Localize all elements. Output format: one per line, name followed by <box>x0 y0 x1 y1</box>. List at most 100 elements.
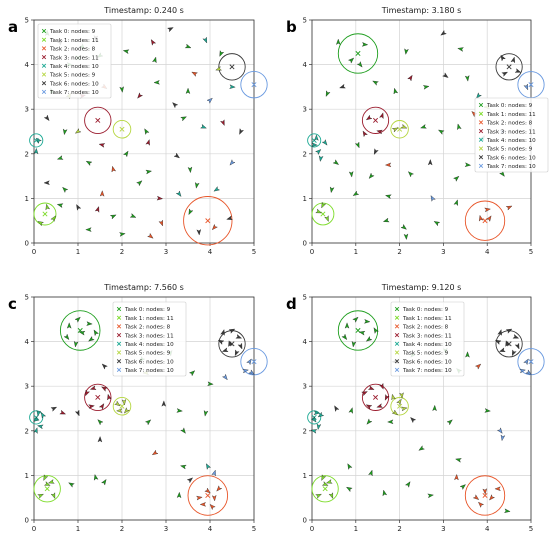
task-center-marker-3 <box>95 117 101 123</box>
y-tick-label: 2 <box>25 150 29 158</box>
task-region-4 <box>307 410 322 425</box>
robot-point <box>211 494 217 502</box>
robot-point <box>354 141 360 149</box>
robot-point <box>464 75 470 82</box>
x-tick-label: 4 <box>208 525 213 533</box>
legend-marker-6 <box>394 359 400 364</box>
task-region-1 <box>311 475 339 503</box>
legend-marker-7 <box>116 367 122 373</box>
y-tick-label: 0 <box>25 517 29 525</box>
legend-entry-label: Task 3: nodes: 11 <box>486 129 536 135</box>
robot-point <box>427 493 434 499</box>
chart-panel-c: 0 1 2 3 4 5 0 1 2 3 4 5 Timestamp: 7.560 s c Task 0: n… <box>8 283 268 533</box>
robot-point <box>347 57 355 64</box>
robot-point <box>504 508 511 514</box>
robot-point <box>352 190 360 196</box>
robot-point <box>348 171 354 178</box>
task-region-3 <box>84 383 112 411</box>
robot-point <box>326 479 333 484</box>
task-region-0 <box>59 310 101 351</box>
y-tick-label: 4 <box>303 338 308 346</box>
task-center-stroke <box>322 486 328 492</box>
y-tick-label: 1 <box>25 195 29 203</box>
legend-marker-0 <box>394 306 400 312</box>
task-center-stroke <box>42 211 48 217</box>
robot-point <box>56 155 64 160</box>
robot-point <box>379 382 384 390</box>
robot-point <box>137 92 143 99</box>
task-center-marker-4 <box>33 414 39 420</box>
robot-point <box>242 368 249 374</box>
task-region-1 <box>33 475 61 503</box>
robot-point <box>36 410 42 417</box>
robot-point <box>525 369 532 375</box>
robot-point <box>66 322 72 329</box>
task-region-2 <box>464 475 506 516</box>
x-tick-label: 2 <box>397 248 401 256</box>
robot-point <box>523 358 529 366</box>
robot-point <box>382 489 388 497</box>
legend-marker-2 <box>41 46 47 51</box>
legend-entry-label: Task 2: nodes: 8 <box>49 47 96 53</box>
legend-marker-2 <box>394 324 400 329</box>
legend-entry-label: Task 3: nodes: 11 <box>124 333 174 339</box>
legend-entry-label: Task 2: nodes: 8 <box>486 121 533 127</box>
legend-entry-label: Task 7: nodes: 10 <box>402 368 452 374</box>
robot-point <box>184 43 192 49</box>
panel-label: c <box>8 295 17 313</box>
robot-point <box>478 214 484 222</box>
robot-point <box>505 340 510 347</box>
y-tick-label: 1 <box>303 195 307 203</box>
x-tick-label: 3 <box>441 248 445 256</box>
task-center-stroke <box>229 64 235 70</box>
robot-point <box>107 393 112 401</box>
robot-point <box>161 400 167 407</box>
robot-point <box>119 232 126 237</box>
robot-point <box>63 333 70 340</box>
x-tick-label: 4 <box>208 248 213 256</box>
task-center-marker-6 <box>229 341 235 347</box>
x-tick-label: 3 <box>441 525 445 533</box>
robot-point <box>478 501 485 508</box>
task-center-marker-1 <box>42 211 48 217</box>
legend-marker-3 <box>478 128 484 134</box>
robot-point <box>318 155 324 162</box>
task-center-marker-7 <box>528 82 534 88</box>
robot-point <box>50 215 56 222</box>
robot-point <box>94 206 100 213</box>
robot-point <box>239 128 244 135</box>
legend-marker-7 <box>41 89 47 95</box>
robot-point <box>185 87 191 94</box>
robot-point <box>405 481 411 488</box>
robot-point <box>373 148 379 155</box>
robot-point <box>43 481 51 486</box>
legend: Task 0: nodes: 9 Task 1: nodes: 11 Task 2:… <box>474 97 549 173</box>
robot-point <box>78 330 86 336</box>
robot-point <box>33 416 40 422</box>
x-tick-label: 5 <box>252 248 256 256</box>
panel-label: a <box>8 18 18 36</box>
robot-point <box>314 134 319 141</box>
task-center-marker-5 <box>119 126 125 132</box>
robot-point <box>422 85 430 90</box>
robot-point <box>158 219 163 227</box>
legend-marker-0 <box>478 102 484 108</box>
robot-point <box>410 417 417 424</box>
task-center-stroke <box>397 403 403 409</box>
task-region-1 <box>311 202 335 226</box>
legend-marker-5 <box>478 146 484 151</box>
robot-point <box>324 215 329 222</box>
robot-point <box>367 385 375 390</box>
robot-point <box>329 186 335 194</box>
legend-marker-1 <box>478 111 484 116</box>
robot-point <box>180 464 187 470</box>
legend-entry-label: Task 1: nodes: 11 <box>49 38 99 44</box>
robot-point <box>391 127 399 133</box>
y-tick-label: 4 <box>25 338 30 346</box>
robot-point <box>430 195 436 202</box>
x-tick-label: 0 <box>310 248 314 256</box>
x-tick-label: 0 <box>32 248 36 256</box>
robot-point <box>226 215 233 220</box>
legend-entry-label: Task 1: nodes: 11 <box>124 316 174 322</box>
task-center-stroke <box>506 64 512 70</box>
